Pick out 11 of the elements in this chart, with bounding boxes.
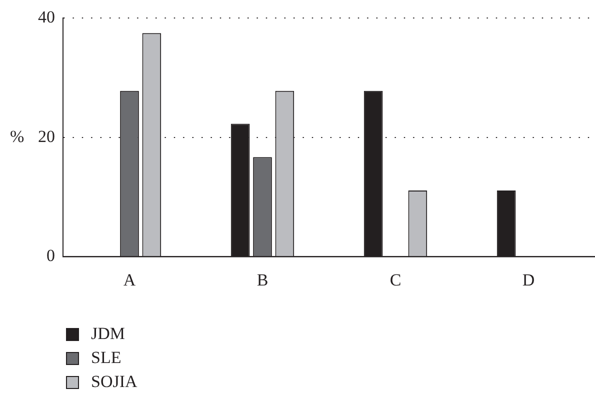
y-axis-title: % — [10, 126, 24, 146]
y-tick-label: 40 — [38, 8, 55, 27]
x-tick-label: A — [123, 270, 136, 290]
legend-label: SOJIA — [91, 372, 138, 392]
legend-label: JDM — [91, 324, 126, 344]
x-tick-label: C — [390, 270, 402, 290]
y-tick-label: 20 — [38, 126, 55, 146]
legend-label: SLE — [91, 348, 122, 368]
x-tick-label: D — [522, 270, 535, 290]
x-tick-label: B — [256, 270, 268, 290]
y-tick-label: 0 — [46, 246, 55, 266]
